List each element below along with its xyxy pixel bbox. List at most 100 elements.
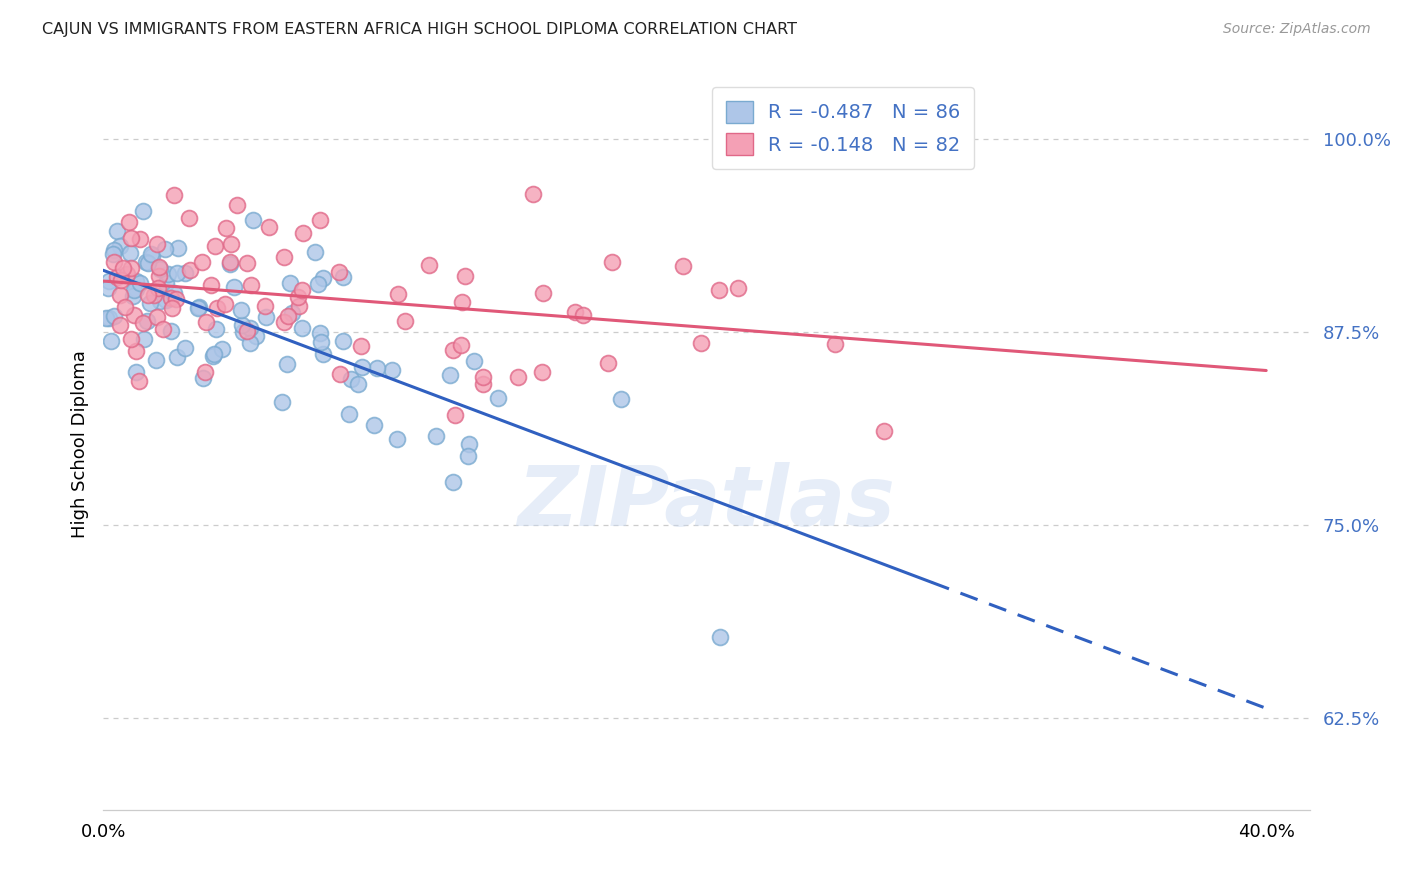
Point (105, 270, 128, 285)
Text: ZIPatlas: ZIPatlas (517, 462, 896, 543)
Point (471, 376, 494, 391)
Point (385, 432, 408, 446)
Point (232, 325, 254, 339)
Point (132, 333, 155, 347)
Point (120, 332, 142, 346)
Point (103, 310, 125, 324)
Point (167, 240, 190, 254)
Point (450, 338, 472, 352)
Point (100, 334, 122, 348)
Point (156, 267, 179, 281)
Point (195, 315, 218, 329)
Point (564, 305, 586, 319)
Point (173, 266, 195, 280)
Point (219, 237, 242, 252)
Point (125, 365, 148, 379)
Point (105, 224, 128, 238)
Point (219, 255, 242, 269)
Point (610, 392, 633, 406)
Point (143, 287, 166, 301)
Point (304, 244, 326, 259)
Point (136, 288, 159, 302)
Point (153, 243, 176, 257)
Point (188, 300, 211, 314)
Point (488, 391, 510, 405)
Point (145, 352, 167, 367)
Point (146, 280, 169, 294)
Point (347, 376, 370, 391)
Point (152, 322, 174, 336)
Point (111, 261, 134, 276)
Point (689, 335, 711, 350)
Point (242, 212, 264, 227)
Point (463, 354, 485, 368)
Point (120, 231, 142, 245)
Point (531, 285, 554, 300)
Point (292, 227, 315, 241)
Point (425, 429, 447, 443)
Point (287, 290, 309, 304)
Point (309, 326, 332, 340)
Point (108, 239, 131, 253)
Point (235, 324, 257, 338)
Point (135, 255, 157, 269)
Point (149, 294, 172, 309)
Point (132, 203, 155, 218)
Point (191, 254, 214, 268)
Point (240, 277, 263, 292)
Point (103, 244, 125, 258)
Point (160, 324, 183, 338)
Point (166, 351, 188, 365)
Point (115, 267, 138, 281)
Point (214, 296, 236, 310)
Point (125, 282, 148, 296)
Point (193, 365, 215, 379)
Point (271, 394, 294, 409)
Point (307, 277, 329, 292)
Point (129, 276, 152, 290)
Point (166, 266, 188, 280)
Point (277, 309, 299, 323)
Point (441, 475, 464, 489)
Point (451, 295, 474, 310)
Point (257, 220, 280, 235)
Point (94, 311, 117, 326)
Point (337, 408, 360, 422)
Point (727, 281, 749, 295)
Point (873, 424, 896, 438)
Point (328, 265, 350, 279)
Point (709, 630, 731, 644)
Point (332, 334, 354, 348)
Point (165, 292, 187, 306)
Point (366, 360, 388, 375)
Point (600, 255, 623, 269)
Point (110, 273, 132, 287)
Point (200, 278, 222, 293)
Point (118, 215, 141, 229)
Point (159, 291, 181, 305)
Point (179, 211, 201, 225)
Point (173, 341, 195, 355)
Point (108, 318, 131, 333)
Point (276, 357, 298, 371)
Point (598, 356, 620, 370)
Point (128, 374, 150, 388)
Point (254, 310, 277, 324)
Point (471, 369, 494, 384)
Point (444, 408, 467, 422)
Point (278, 277, 301, 291)
Point (122, 309, 145, 323)
Point (394, 314, 416, 328)
Point (148, 260, 170, 274)
Point (97, 274, 120, 288)
Point (146, 236, 169, 251)
Point (226, 198, 249, 212)
Point (291, 284, 314, 298)
Point (332, 269, 354, 284)
Point (136, 313, 159, 327)
Point (204, 322, 226, 336)
Point (231, 318, 253, 333)
Point (273, 315, 295, 329)
Point (129, 232, 152, 246)
Point (162, 301, 184, 315)
